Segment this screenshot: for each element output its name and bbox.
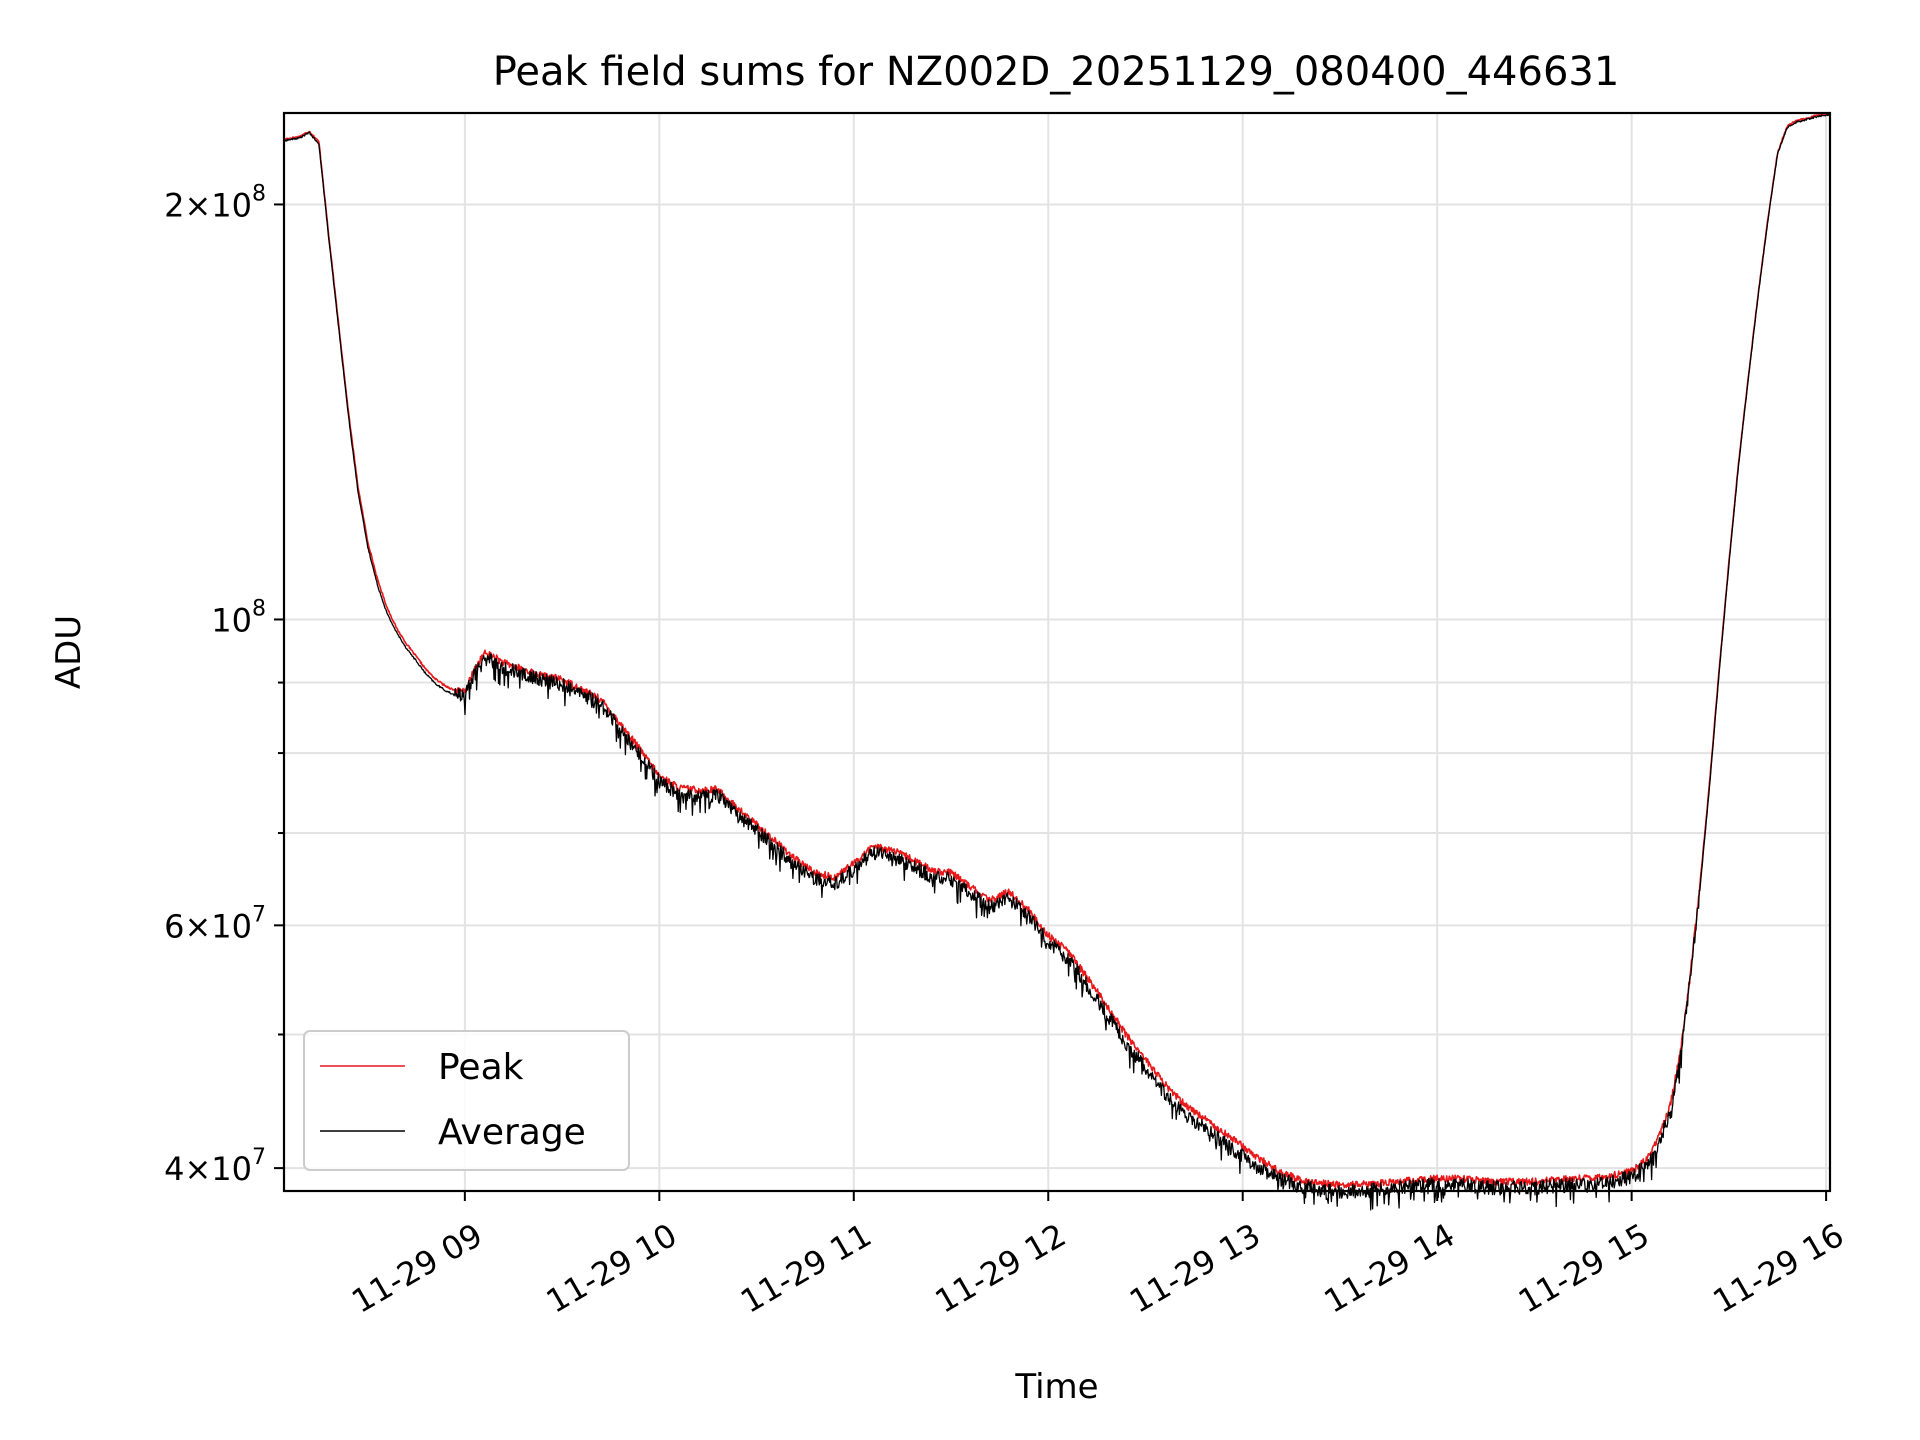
y-tick-label: 2×108 (164, 181, 266, 224)
legend-peak-label: Peak (438, 1047, 524, 1088)
x-axis-label: Time (1014, 1367, 1098, 1407)
legend: Peak Average (303, 1030, 630, 1171)
y-axis-label: ADU (49, 615, 89, 689)
plot-frame (282, 111, 1832, 1193)
y-tick-label: 4×107 (164, 1145, 266, 1188)
chart-title: Peak field sums for NZ002D_20251129_0804… (493, 49, 1620, 95)
y-tick-label: 6×107 (164, 902, 266, 945)
series-line-average (283, 113, 1831, 1211)
series-layer (283, 111, 1831, 1211)
y-tick-label: 108 (211, 596, 266, 639)
legend-average-label: Average (438, 1112, 586, 1153)
